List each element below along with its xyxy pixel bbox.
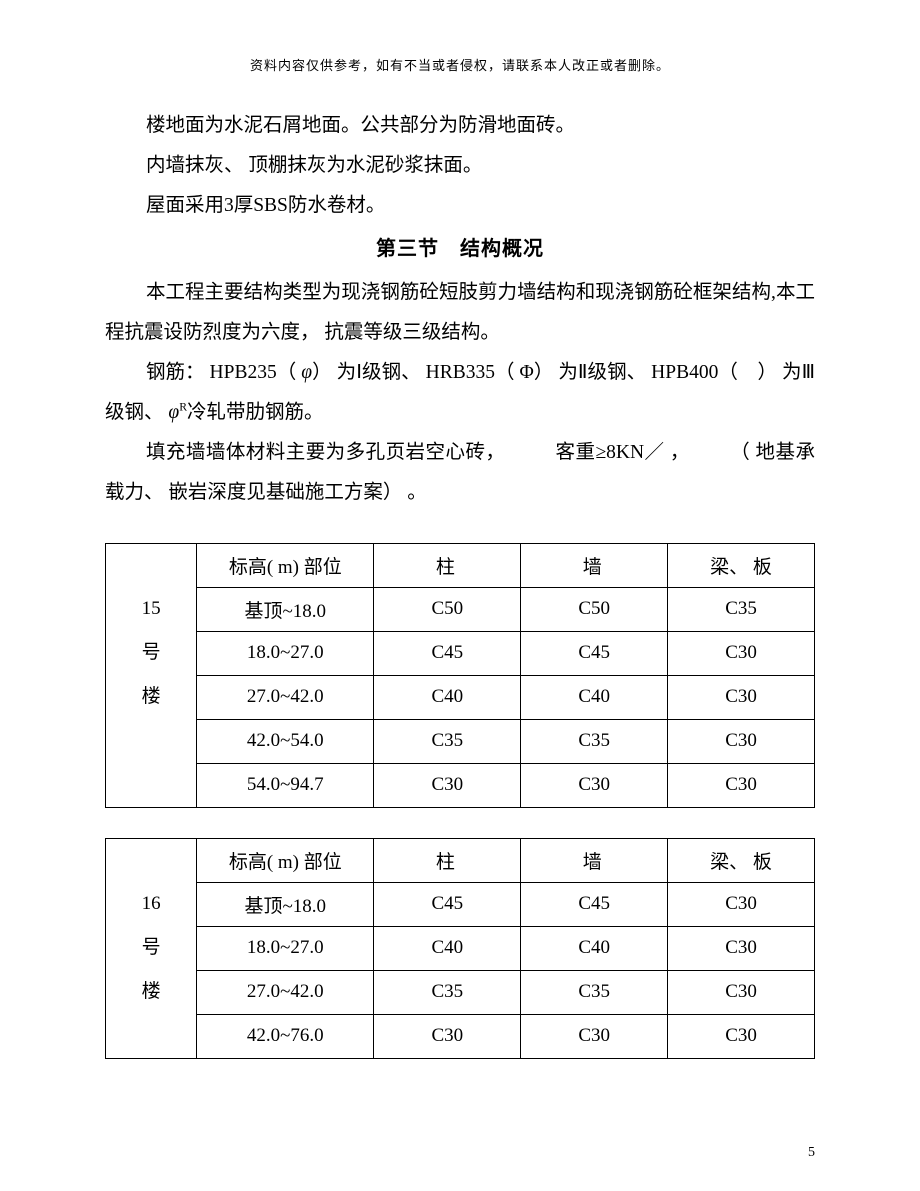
value-cell: C30 [668,1014,815,1058]
header-column-qiang: 墙 [521,838,668,882]
paragraph-6: 填充墙墙体材料主要为多孔页岩空心砖， 客重≥8KN／ ， （ 地基承载力、 嵌岩… [105,433,815,513]
range-cell: 54.0~94.7 [197,763,374,807]
range-cell: 27.0~42.0 [197,675,374,719]
phi-superscript: R [179,400,187,413]
document-body: 楼地面为水泥石屑地面。公共部分为防滑地面砖。 内墙抹灰、 顶棚抹灰为水泥砂浆抹面… [105,106,815,513]
range-cell: 42.0~76.0 [197,1014,374,1058]
range-cell: 18.0~27.0 [197,631,374,675]
building-label-15: 15 [106,587,197,631]
tables-container: 标高( m) 部位 柱 墙 梁、 板 15 基顶~18.0 C50 C50 C3… [105,543,815,1059]
value-cell: C40 [374,675,521,719]
building-label-lou: 楼 [106,970,197,1014]
label-cell-blank [106,719,197,763]
table-row: 15 基顶~18.0 C50 C50 C35 [106,587,815,631]
table-row: 42.0~76.0 C30 C30 C30 [106,1014,815,1058]
value-cell: C50 [521,587,668,631]
header-disclaimer: 资料内容仅供参考，如有不当或者侵权，请联系本人改正或者删除。 [105,55,815,74]
header-column-zhu: 柱 [374,838,521,882]
header-range: 标高( m) 部位 [197,543,374,587]
value-cell: C40 [374,926,521,970]
table-header-row: 标高( m) 部位 柱 墙 梁、 板 [106,543,815,587]
value-cell: C35 [374,719,521,763]
building-label-16: 16 [106,882,197,926]
label-cell-blank [106,763,197,807]
value-cell: C30 [668,926,815,970]
header-column-liangban: 梁、 板 [668,543,815,587]
table-row: 号 18.0~27.0 C40 C40 C30 [106,926,815,970]
table-row: 42.0~54.0 C35 C35 C30 [106,719,815,763]
paragraph-1: 楼地面为水泥石屑地面。公共部分为防滑地面砖。 [105,106,815,146]
phi-symbol-1: φ [301,362,312,383]
building-label-hao: 号 [106,631,197,675]
table-row: 16 基顶~18.0 C45 C45 C30 [106,882,815,926]
value-cell: C45 [521,882,668,926]
value-cell: C40 [521,926,668,970]
value-cell: C45 [521,631,668,675]
value-cell: C35 [374,970,521,1014]
value-cell: C35 [521,719,668,763]
value-cell: C30 [521,763,668,807]
value-cell: C30 [668,631,815,675]
range-cell: 基顶~18.0 [197,882,374,926]
header-column-liangban: 梁、 板 [668,838,815,882]
paragraph-5: 钢筋： HPB235（ φ） 为Ⅰ级钢、 HRB335（ Φ） 为Ⅱ级钢、 HP… [105,353,815,433]
header-range: 标高( m) 部位 [197,838,374,882]
value-cell: C30 [668,675,815,719]
paragraph-4: 本工程主要结构类型为现浇钢筋砼短肢剪力墙结构和现浇钢筋砼框架结构,本工程抗震设防… [105,273,815,353]
range-cell: 27.0~42.0 [197,970,374,1014]
value-cell: C35 [668,587,815,631]
building-label-lou: 楼 [106,675,197,719]
section-title: 第三节 结构概况 [105,229,815,270]
label-cell-blank [106,838,197,882]
value-cell: C30 [668,970,815,1014]
table-row: 54.0~94.7 C30 C30 C30 [106,763,815,807]
value-cell: C30 [668,719,815,763]
value-cell: C30 [668,763,815,807]
value-cell: C30 [374,1014,521,1058]
table-row: 号 18.0~27.0 C45 C45 C30 [106,631,815,675]
header-column-qiang: 墙 [521,543,668,587]
value-cell: C50 [374,587,521,631]
value-cell: C30 [521,1014,668,1058]
table-row: 楼 27.0~42.0 C40 C40 C30 [106,675,815,719]
header-column-zhu: 柱 [374,543,521,587]
value-cell: C30 [668,882,815,926]
table-header-row: 标高( m) 部位 柱 墙 梁、 板 [106,838,815,882]
p5-text-c: 冷轧带肋钢筋。 [187,402,324,423]
p5-text-a: 钢筋： HPB235（ [146,362,301,383]
label-cell-blank [106,1014,197,1058]
value-cell: C45 [374,631,521,675]
paragraph-2: 内墙抹灰、 顶棚抹灰为水泥砂浆抹面。 [105,146,815,186]
building-label-hao: 号 [106,926,197,970]
value-cell: C45 [374,882,521,926]
value-cell: C30 [374,763,521,807]
concrete-grade-table-16: 标高( m) 部位 柱 墙 梁、 板 16 基顶~18.0 C45 C45 C3… [105,838,815,1059]
range-cell: 基顶~18.0 [197,587,374,631]
table-row: 楼 27.0~42.0 C35 C35 C30 [106,970,815,1014]
paragraph-3: 屋面采用3厚SBS防水卷材。 [105,186,815,226]
page-number: 5 [808,1145,815,1161]
value-cell: C35 [521,970,668,1014]
label-cell-blank [106,543,197,587]
phi-symbol-2: φ [168,402,179,423]
concrete-grade-table-15: 标高( m) 部位 柱 墙 梁、 板 15 基顶~18.0 C50 C50 C3… [105,543,815,808]
range-cell: 42.0~54.0 [197,719,374,763]
range-cell: 18.0~27.0 [197,926,374,970]
value-cell: C40 [521,675,668,719]
